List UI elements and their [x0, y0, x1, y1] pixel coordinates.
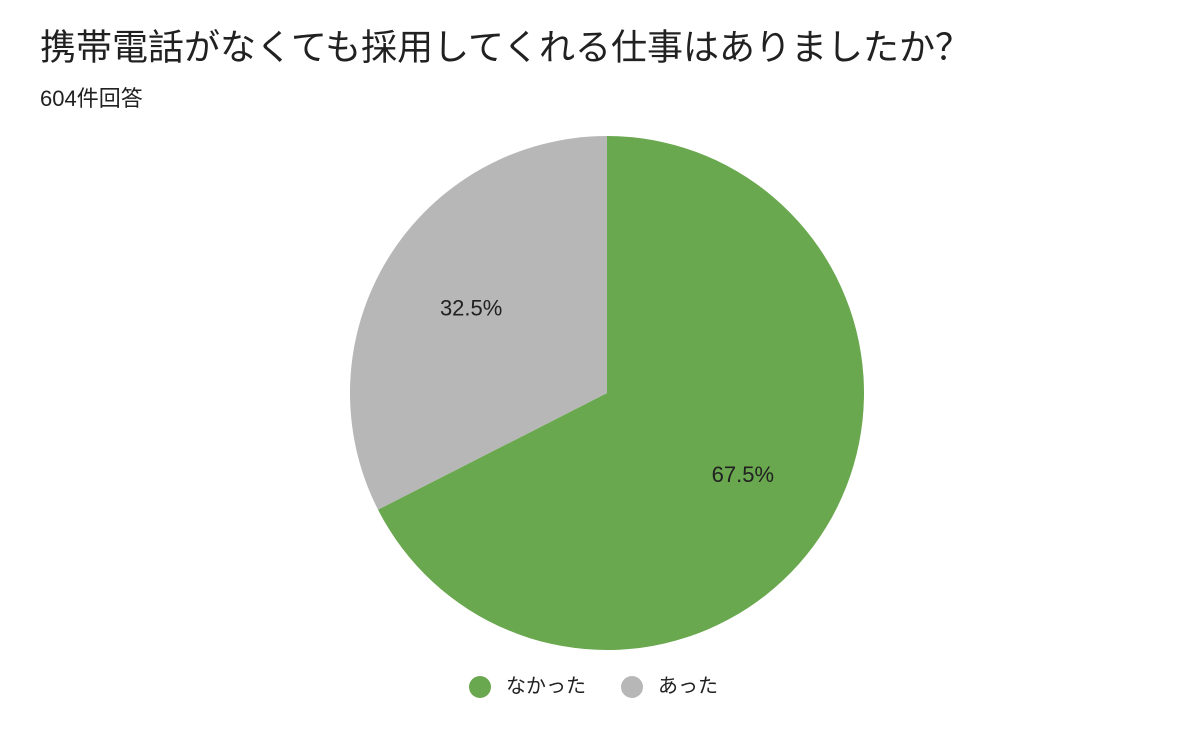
- data-label: 32.5%: [440, 296, 502, 321]
- legend-label: なかった: [506, 675, 586, 697]
- legend-marker: [621, 676, 643, 698]
- legend-label: あった: [658, 675, 718, 697]
- chart-title: 携帯電話がなくても採用してくれる仕事はありましたか？: [40, 27, 971, 68]
- legend-marker: [469, 676, 491, 698]
- chart-subtitle: 604件回答: [40, 86, 143, 111]
- data-label: 67.5%: [712, 462, 774, 487]
- pie-slice: [378, 136, 864, 650]
- pie-slice: [350, 136, 607, 510]
